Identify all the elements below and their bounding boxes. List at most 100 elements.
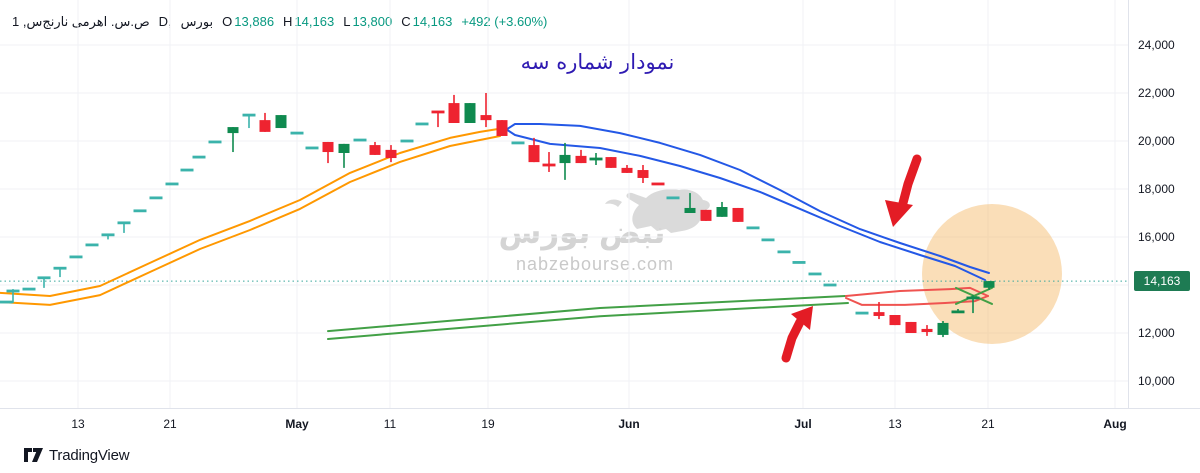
green-lower-line [327,302,849,340]
exchange-label: بورس [180,14,214,29]
timeframe-label[interactable]: D, [158,14,172,29]
open-value: O 13,886 [222,14,275,29]
candle [192,155,206,159]
price-axis-label: 16,000 [1138,230,1175,244]
tradingview-glyph-icon [24,447,43,462]
orange-lower-line [0,135,501,306]
candle [889,315,901,326]
price-axis-label: 12,000 [1138,326,1175,340]
candle [808,272,822,276]
candle [165,182,179,186]
candle [528,137,540,163]
candle [777,250,791,254]
price-axis-label: 24,000 [1138,38,1175,52]
candle [716,201,728,217]
price-axis-label: 22,000 [1138,86,1175,100]
candle [823,283,837,287]
time-axis-label: 13 [71,417,85,431]
time-axis[interactable]: 13 21 May 11 19 Jun Jul 13 21 Aug [0,408,1200,442]
candle [448,94,460,123]
annotation-arrow-head [885,200,913,227]
candle [0,300,13,304]
candle [761,238,775,242]
blue-upper-line [497,123,990,274]
green-upper-line [327,295,846,333]
annotation-arrow [898,154,922,208]
candle [921,325,933,336]
time-axis-label: 19 [481,417,495,431]
candle [983,281,995,290]
candle [732,207,744,222]
annotation-arrow [781,317,805,363]
price-axis-label: 20,000 [1138,134,1175,148]
candle [951,309,965,314]
symbol-legend[interactable]: ص.س. اهرمی نارنج‌س, 1 D, بورس O 13,886 H 14,… [12,14,547,30]
candle [464,103,476,123]
time-axis-label: Aug [1103,417,1127,431]
footer-bar: TradingView [0,440,1200,473]
candle [22,287,36,291]
green-cross-mark [955,286,993,305]
candle [208,140,222,144]
blue-lower-line [497,123,986,281]
candle [369,141,381,155]
candle [431,110,445,128]
candle [496,120,508,136]
candle [873,302,885,320]
highlight-circle [922,204,1062,344]
candle [353,138,367,142]
candle [290,131,304,135]
price-axis-label: 18,000 [1138,182,1175,196]
candle [322,141,334,164]
candle [385,145,397,163]
candle [746,226,760,230]
candle [480,93,492,128]
time-axis-label: 13 [888,417,902,431]
price-axis-label: 10,000 [1138,374,1175,388]
change-value: +492 (+3.60%) [461,14,548,29]
candle [117,221,131,233]
candle [53,266,67,278]
candle [415,122,429,126]
candle [905,321,917,333]
candle [542,152,556,172]
symbol-name[interactable]: ص.س. اهرمی نارنج‌س, 1 [12,14,150,29]
candle [69,255,83,259]
low-value: L 13,800 [343,14,393,29]
candle [792,261,806,264]
candle [180,168,194,172]
candle [559,142,571,180]
candle [937,321,949,338]
candle [305,146,319,150]
candle [575,149,587,164]
annotation-title: نمودار شماره سه [520,50,675,74]
candle [227,127,239,153]
time-axis-label: Jun [618,417,640,431]
red-lower-line [845,295,989,306]
candle [511,141,525,145]
time-axis-label: 11 [383,417,397,431]
price-axis[interactable]: 14,163 24,000 22,000 20,000 18,000 16,000 12,… [1128,0,1200,440]
candle [666,196,680,200]
candle [855,311,869,315]
candle [101,233,115,240]
candle [149,196,163,200]
candle [6,289,20,303]
tradingview-logo[interactable]: TradingView [24,447,130,464]
candle [637,165,649,183]
candle [259,112,271,132]
orange-upper-line [0,128,499,297]
candle [85,243,99,247]
candle [621,165,633,173]
candle [37,276,51,288]
high-value: H 14,163 [283,14,335,29]
candle [966,295,980,314]
candle [133,209,147,213]
candle [242,113,256,129]
time-axis-label: 21 [981,417,995,431]
candle [589,153,603,165]
candle [651,182,665,186]
annotation-arrow-head [791,306,813,330]
